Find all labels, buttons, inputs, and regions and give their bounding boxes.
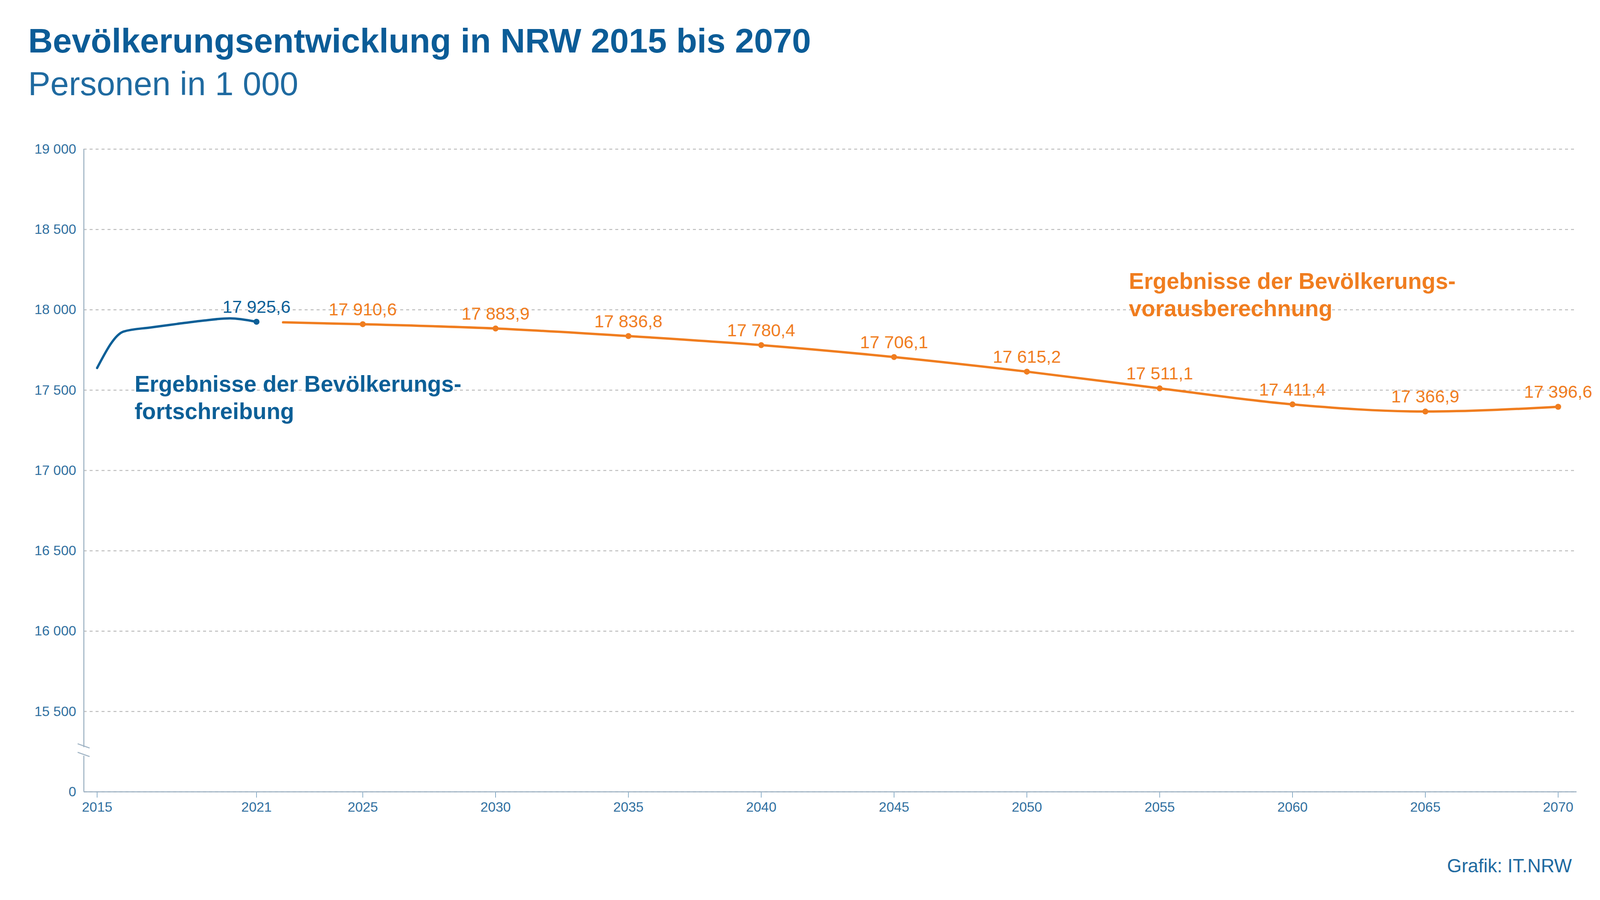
svg-text:17 925,6: 17 925,6: [222, 296, 291, 317]
svg-text:17 706,1: 17 706,1: [860, 332, 929, 352]
svg-text:17 780,4: 17 780,4: [727, 320, 796, 341]
svg-text:17 411,4: 17 411,4: [1259, 379, 1327, 400]
svg-text:2065: 2065: [1410, 799, 1441, 815]
svg-text:17 511,1: 17 511,1: [1126, 363, 1194, 384]
svg-text:17 000: 17 000: [34, 462, 77, 478]
svg-text:17 910,6: 17 910,6: [328, 299, 397, 320]
svg-text:17 836,8: 17 836,8: [594, 311, 663, 332]
svg-text:17 615,2: 17 615,2: [992, 346, 1062, 367]
svg-text:17 883,9: 17 883,9: [461, 303, 530, 324]
svg-text:2040: 2040: [746, 799, 777, 815]
svg-text:2021: 2021: [241, 799, 272, 815]
html-text:Personen in 1 000: Personen in 1 000: [28, 64, 299, 103]
svg-text:Ergebnisse der Bevölkerungs-fo: Ergebnisse der Bevölkerungs-fortschreibu…: [134, 371, 462, 424]
svg-text:16 500: 16 500: [34, 542, 77, 559]
svg-text:2030: 2030: [480, 799, 511, 815]
svg-text:19 000: 19 000: [34, 141, 77, 157]
svg-text:2050: 2050: [1011, 799, 1042, 815]
svg-text:2070: 2070: [1542, 799, 1574, 815]
svg-text:18 500: 18 500: [34, 221, 77, 237]
svg-text:17 366,9: 17 366,9: [1391, 386, 1460, 407]
svg-text:16 000: 16 000: [34, 622, 77, 639]
svg-text:2045: 2045: [878, 799, 910, 815]
svg-text:2060: 2060: [1277, 799, 1308, 815]
svg-text:2015: 2015: [81, 799, 113, 815]
svg-text:Ergebnisse der Bevölkerungs-vo: Ergebnisse der Bevölkerungs-vorausberech…: [1128, 268, 1456, 321]
html-text:Bevölkerungsentwicklung in NRW: Bevölkerungsentwicklung in NRW 2015 bis …: [28, 21, 811, 60]
svg-text:2055: 2055: [1144, 799, 1175, 815]
svg-text:17 500: 17 500: [34, 381, 77, 398]
svg-text:18 000: 18 000: [34, 301, 77, 318]
html-text:Grafik: IT.NRW: Grafik: IT.NRW: [1447, 855, 1572, 876]
svg-text:17 396,6: 17 396,6: [1524, 381, 1593, 402]
svg-text:2035: 2035: [613, 799, 644, 815]
svg-text:15 500: 15 500: [34, 703, 77, 719]
svg-text:0: 0: [68, 783, 77, 800]
svg-text:2025: 2025: [347, 799, 379, 815]
